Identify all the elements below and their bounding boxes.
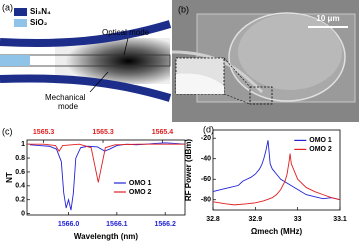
x-tick-label: 1566.1 (106, 221, 128, 228)
annotation: mode (58, 102, 79, 111)
y-tick-label: 0 (21, 210, 25, 217)
y-tick-label: 0.8 (15, 155, 25, 162)
panel-a: (a) Si₃N₄ SiO₂ Optical mode Mechanical m… (0, 2, 172, 111)
y-tick-label: -80 (201, 197, 211, 204)
x2-tick-label: 1565.4 (152, 129, 174, 136)
legend-label: OMO 1 (309, 137, 332, 144)
zoom-line (223, 57, 251, 88)
x-tick-label: 33.1 (333, 216, 347, 223)
legend-label: OMO 2 (129, 189, 152, 196)
y-tick-label: -40 (201, 156, 211, 163)
y-tick-label: 0.4 (15, 183, 25, 190)
pointer (123, 37, 129, 56)
y-axis-label: NT (5, 172, 14, 183)
y-tick-label: 0.6 (15, 169, 25, 176)
series-line (212, 140, 341, 201)
panel-label: (b) (178, 4, 189, 14)
disk-top (238, 14, 342, 90)
zoom-line (223, 93, 251, 105)
scale-bar-label: 10 μm (316, 14, 339, 23)
plot-frame (26, 139, 186, 216)
panel-label: (d) (203, 124, 214, 134)
y-tick-label: 0.2 (15, 197, 25, 204)
x-tick-label: 32.8 (206, 216, 220, 223)
inset-detail (176, 73, 224, 94)
series-line (27, 143, 185, 183)
zoom-box (249, 86, 273, 105)
sem-waveguide (171, 50, 264, 94)
x2-tick-label: 1565.3 (33, 129, 55, 136)
x-tick-label: 33 (294, 216, 302, 223)
plot-frame (212, 129, 341, 211)
x-tick-label: 32.9 (249, 216, 263, 223)
legend-swatch (14, 19, 27, 27)
bottom-waveguide (0, 74, 172, 102)
annotation: Optical mode (102, 28, 150, 37)
panel-label: (a) (2, 2, 13, 12)
y-tick-label: -60 (201, 176, 211, 183)
y-tick-label: 1 (21, 141, 25, 148)
sio2-section (0, 55, 30, 66)
annotation: Mechanical (45, 93, 86, 102)
x-tick-label: 1566.0 (58, 221, 80, 228)
series-line (212, 153, 341, 206)
x-axis-label: Ωmech (MHz) (251, 227, 303, 236)
y-tick-label: -20 (201, 135, 211, 142)
panel-label: (c) (2, 126, 13, 136)
x2-tick-label: 1565.3 (92, 129, 114, 136)
legend-swatch (14, 8, 27, 16)
straight-waveguide (0, 54, 171, 67)
pointer (89, 71, 109, 93)
legend-label: SiO₂ (30, 18, 48, 27)
panel-b: (b) 10 μm (171, 0, 359, 122)
top-waveguide (0, 20, 172, 48)
y-axis-label: RF Power (dBm) (184, 139, 193, 202)
legend-label: Si₃N₄ (30, 7, 51, 16)
x-axis-label: Wavelength (nm) (74, 232, 138, 241)
x-tick-label: 1566.2 (154, 221, 176, 228)
legend-label: OMO 2 (309, 146, 332, 153)
legend-label: OMO 1 (129, 180, 152, 187)
series-line (29, 142, 185, 211)
